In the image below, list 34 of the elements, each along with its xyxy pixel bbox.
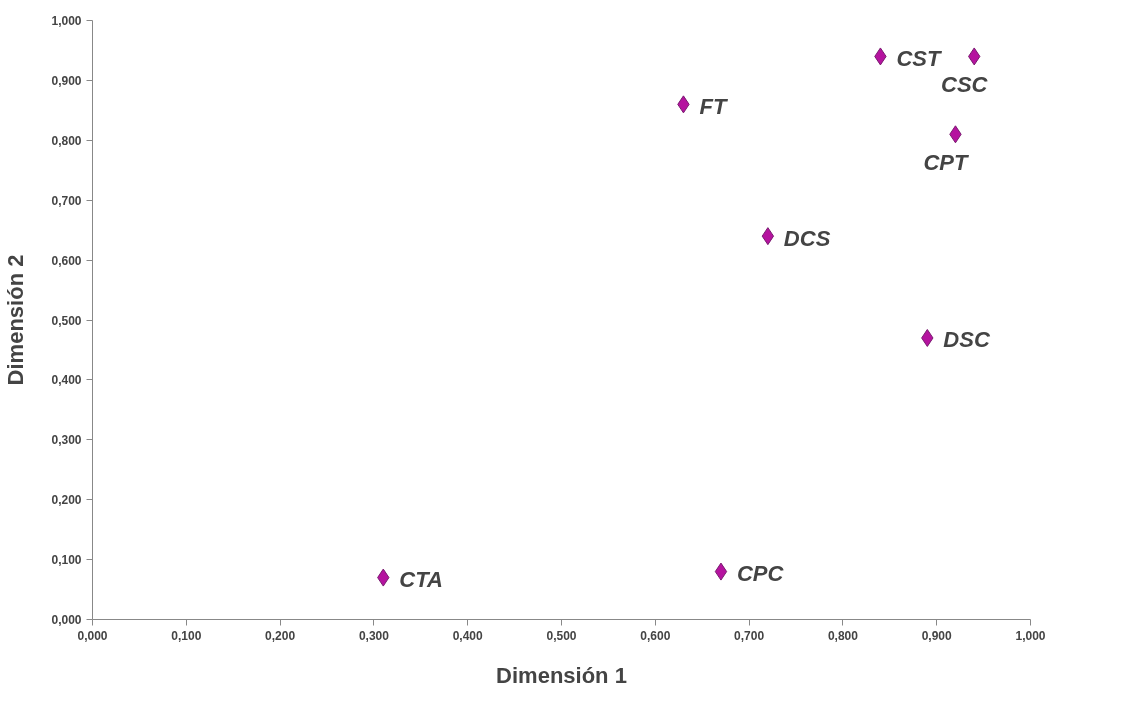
point bbox=[761, 227, 775, 246]
y-tick-label: 0,500 bbox=[51, 313, 82, 328]
y-axis-title: Dimensión 2 bbox=[3, 254, 29, 386]
x-tick-label: 0,000 bbox=[77, 628, 108, 643]
x-tick-label: 0,600 bbox=[640, 628, 671, 643]
y-tick-label: 0,900 bbox=[51, 73, 82, 88]
x-tick-label: 0,200 bbox=[265, 628, 296, 643]
point bbox=[714, 562, 728, 581]
y-tick-label: 0,200 bbox=[51, 493, 82, 508]
x-tick-label: 0,900 bbox=[921, 628, 953, 643]
annotation: CST bbox=[896, 45, 942, 71]
y-tick-label: 0,000 bbox=[51, 613, 82, 627]
x-tick-label: 0,400 bbox=[452, 628, 484, 643]
y-tick-label: 0,100 bbox=[51, 553, 82, 568]
annotation: CSC bbox=[941, 72, 989, 98]
annotation: FT bbox=[699, 93, 728, 119]
y-tick-label: 0,300 bbox=[51, 433, 82, 448]
x-tick-label: 0,800 bbox=[827, 628, 859, 643]
y-tick-label: 0,400 bbox=[51, 373, 82, 388]
annotation: CPC bbox=[736, 561, 785, 587]
x-tick-label: 0,100 bbox=[171, 628, 202, 643]
y-tick-label: 0,800 bbox=[51, 133, 82, 148]
y-tick-label: 1,000 bbox=[51, 14, 82, 28]
annotation: DCS bbox=[783, 225, 831, 251]
annotation: CPT bbox=[923, 150, 970, 176]
y-tick-label: 0,600 bbox=[51, 253, 82, 268]
x-tick-label: 1,000 bbox=[1015, 628, 1046, 643]
x-axis-title: Dimensión 1 bbox=[496, 662, 627, 688]
x-tick-label: 0,500 bbox=[546, 628, 577, 643]
y-tick-label: 0,700 bbox=[51, 193, 82, 208]
annotation: DSC bbox=[943, 327, 991, 353]
annotation: CTA bbox=[399, 567, 443, 593]
x-tick-label: 0,700 bbox=[734, 628, 765, 643]
x-tick-label: 0,300 bbox=[358, 628, 390, 643]
